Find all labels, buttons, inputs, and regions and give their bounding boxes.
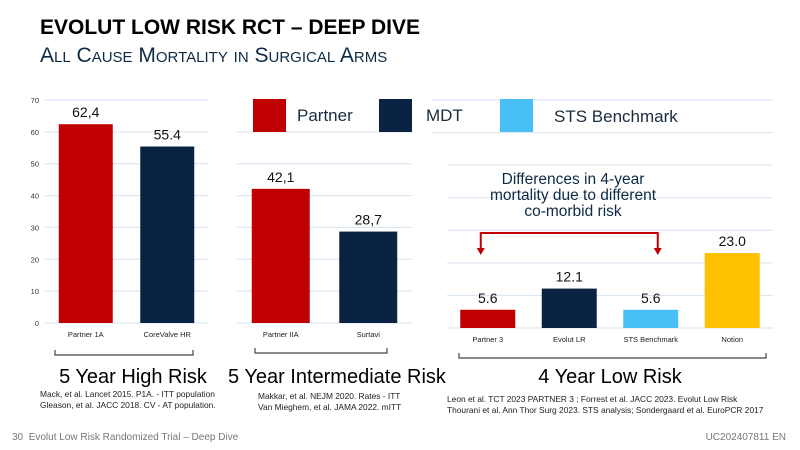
y-tick-label: 30 [31,223,39,232]
y-tick-label: 70 [31,96,39,105]
bar-partner-1a [58,124,113,323]
bar-partner-3 [460,309,516,328]
data-label: 42,1 [267,169,294,185]
x-tick-label: Notion [721,335,743,344]
data-label: 5.6 [478,290,498,306]
group-label-intermediate-risk: 5 Year Intermediate Risk [228,366,446,388]
x-tick-label: STS Benchmark [623,335,678,344]
legend-label-partner: Partner [297,106,353,125]
x-tick-label: CoreValve HR [144,330,192,339]
slide-title: EVOLUT LOW RISK RCT – DEEP DIVE [40,16,420,39]
bar-notion [704,253,760,328]
arrowhead-icon [653,248,662,255]
references-high-risk: Mack, et al. Lancet 2015. P1A. - ITT pop… [40,389,216,411]
legend-swatch-partner [253,99,286,132]
annotation-line-2: mortality due to different [490,187,656,204]
data-label: 5.6 [641,290,661,306]
x-tick-label: Surtavi [357,330,381,339]
y-tick-label: 50 [31,160,39,169]
y-tick-label: 0 [35,319,39,328]
reference-line: Leon et al. TCT 2023 PARTNER 3 ; Forrest… [447,394,738,404]
legend-label-mdt: MDT [426,106,463,125]
deck-title: Evolut Low Risk Randomized Trial – Deep … [28,432,239,443]
annotation-text: Differences in 4-year mortality due to d… [458,172,688,220]
data-label: 12.1 [556,269,583,285]
group-bracket [54,350,194,356]
group-bracket [458,353,767,359]
slide-subtitle: All Cause Mortality in Surgical Arms [40,44,388,67]
legend-swatch-mdt [379,99,412,132]
reference-line: Makkar, et al. NEJM 2020. Rates - ITT [258,391,401,401]
group-bracket [254,348,388,354]
reference-line: Thourani et al. Ann Thor Surg 2023. STS … [447,405,764,415]
y-tick-label: 10 [31,287,39,296]
annotation-bracket [479,232,659,249]
bar-partner-iia [251,188,310,323]
data-label: 55.4 [154,127,181,143]
annotation-line-3: co-morbid risk [524,203,622,220]
group-label-high-risk: 5 Year High Risk [59,366,207,388]
bar-surtavi [339,231,398,323]
y-tick-label: 60 [31,128,39,137]
y-tick-label: 20 [31,255,39,264]
reference-line: Mack, et al. Lancet 2015. P1A. - ITT pop… [40,389,215,399]
bar-sts-benchmark [623,309,679,328]
data-label: 62,4 [72,104,99,120]
references-intermediate-risk: Makkar, et al. NEJM 2020. Rates - ITT Va… [258,391,401,413]
reference-line: Gleason, et al. JACC 2018. CV - AT popul… [40,400,216,410]
bar-evolut-lr [541,288,597,328]
reference-line: Van Mieghem, et al. JAMA 2022. mITT [258,402,402,412]
arrowhead-icon [476,248,485,255]
document-code: UC202407811 EN [705,432,786,443]
legend-label-sts-benchmark: STS Benchmark [554,107,678,126]
bar-corevalve-hr [140,146,195,323]
footer-left: 30 Evolut Low Risk Randomized Trial – De… [12,432,238,443]
data-label: 28,7 [355,212,382,228]
x-tick-label: Evolut LR [553,335,586,344]
x-tick-label: Partner 3 [472,335,503,344]
x-tick-label: Partner IIA [263,330,299,339]
group-label-low-risk: 4 Year Low Risk [538,366,682,388]
data-label: 23.0 [719,233,746,249]
page-number: 30 [12,432,24,443]
annotation-line-1: Differences in 4-year [501,171,645,188]
y-tick-label: 40 [31,192,39,201]
x-tick-label: Partner 1A [68,330,104,339]
legend-swatch-sts-benchmark [500,99,533,132]
references-low-risk: Leon et al. TCT 2023 PARTNER 3 ; Forrest… [447,394,763,416]
